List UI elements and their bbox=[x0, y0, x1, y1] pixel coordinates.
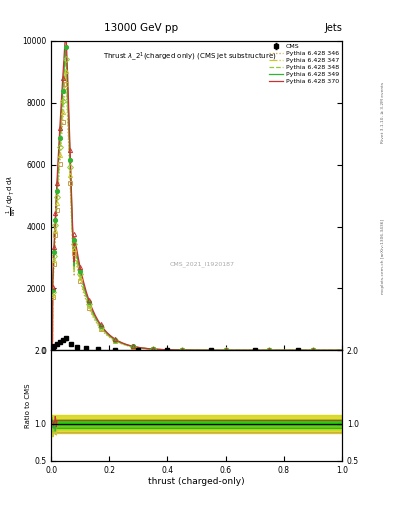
Line: Pythia 6.428 370: Pythia 6.428 370 bbox=[52, 34, 342, 350]
Pythia 6.428 348 bbox=[155, 346, 160, 352]
Pythia 6.428 349 bbox=[77, 265, 82, 271]
Pythia 6.428 346 bbox=[340, 347, 344, 353]
Pythia 6.428 348 bbox=[340, 347, 344, 353]
Pythia 6.428 348 bbox=[50, 342, 54, 348]
Text: Thrust $\lambda$_2$^1$(charged only) (CMS jet substructure): Thrust $\lambda$_2$^1$(charged only) (CM… bbox=[103, 50, 277, 63]
Pythia 6.428 370 bbox=[155, 346, 160, 352]
Pythia 6.428 346 bbox=[57, 160, 62, 166]
Pythia 6.428 370 bbox=[125, 342, 130, 348]
Pythia 6.428 346 bbox=[77, 275, 82, 282]
Text: Rivet 3.1.10, ≥ 3.2M events: Rivet 3.1.10, ≥ 3.2M events bbox=[381, 82, 385, 143]
Y-axis label: Ratio to CMS: Ratio to CMS bbox=[25, 383, 31, 428]
Pythia 6.428 370 bbox=[64, 31, 68, 37]
Pythia 6.428 370 bbox=[70, 218, 75, 224]
Text: mcplots.cern.ch [arXiv:1306.3436]: mcplots.cern.ch [arXiv:1306.3436] bbox=[381, 219, 385, 293]
Pythia 6.428 346 bbox=[155, 347, 160, 353]
Pythia 6.428 348 bbox=[125, 343, 130, 349]
Pythia 6.428 370 bbox=[57, 123, 62, 130]
Line: Pythia 6.428 348: Pythia 6.428 348 bbox=[52, 61, 342, 350]
Pythia 6.428 346 bbox=[173, 347, 178, 353]
Pythia 6.428 347 bbox=[125, 343, 130, 349]
Pythia 6.428 348 bbox=[70, 229, 75, 235]
Pythia 6.428 370 bbox=[50, 342, 54, 348]
Pythia 6.428 370 bbox=[340, 347, 344, 353]
Line: Pythia 6.428 349: Pythia 6.428 349 bbox=[52, 49, 342, 350]
Pythia 6.428 349 bbox=[125, 342, 130, 348]
Pythia 6.428 347 bbox=[70, 234, 75, 240]
Pythia 6.428 347 bbox=[57, 151, 62, 157]
Pythia 6.428 349 bbox=[57, 134, 62, 140]
Pythia 6.428 347 bbox=[50, 342, 54, 348]
Text: CMS_2021_I1920187: CMS_2021_I1920187 bbox=[170, 261, 235, 267]
Line: Pythia 6.428 346: Pythia 6.428 346 bbox=[52, 85, 342, 350]
Text: Jets: Jets bbox=[324, 23, 342, 33]
Pythia 6.428 347 bbox=[77, 272, 82, 278]
Pythia 6.428 347 bbox=[173, 347, 178, 353]
Legend: CMS, Pythia 6.428 346, Pythia 6.428 347, Pythia 6.428 348, Pythia 6.428 349, Pyt: CMS, Pythia 6.428 346, Pythia 6.428 347,… bbox=[268, 43, 340, 86]
Pythia 6.428 347 bbox=[64, 70, 68, 76]
X-axis label: thrust (charged-only): thrust (charged-only) bbox=[148, 477, 245, 486]
Pythia 6.428 347 bbox=[340, 347, 344, 353]
Pythia 6.428 347 bbox=[155, 347, 160, 353]
Pythia 6.428 370 bbox=[173, 347, 178, 353]
Pythia 6.428 346 bbox=[125, 343, 130, 349]
Text: 13000 GeV pp: 13000 GeV pp bbox=[105, 23, 178, 33]
Line: Pythia 6.428 347: Pythia 6.428 347 bbox=[52, 73, 342, 350]
Pythia 6.428 349 bbox=[64, 46, 68, 52]
Pythia 6.428 370 bbox=[77, 261, 82, 267]
Pythia 6.428 349 bbox=[155, 346, 160, 352]
Pythia 6.428 346 bbox=[50, 343, 54, 349]
Pythia 6.428 348 bbox=[173, 347, 178, 353]
Pythia 6.428 349 bbox=[70, 224, 75, 230]
Pythia 6.428 349 bbox=[173, 347, 178, 353]
Pythia 6.428 348 bbox=[64, 58, 68, 64]
Pythia 6.428 346 bbox=[64, 82, 68, 88]
Pythia 6.428 349 bbox=[340, 347, 344, 353]
Pythia 6.428 348 bbox=[77, 269, 82, 275]
Pythia 6.428 349 bbox=[50, 342, 54, 348]
Pythia 6.428 346 bbox=[70, 239, 75, 245]
Pythia 6.428 348 bbox=[57, 142, 62, 148]
Y-axis label: $\frac{1}{\mathrm{d}N}\,/\,\mathrm{d}p_T\,\mathrm{d}\,\mathrm{d}\lambda$: $\frac{1}{\mathrm{d}N}\,/\,\mathrm{d}p_T… bbox=[5, 175, 19, 216]
